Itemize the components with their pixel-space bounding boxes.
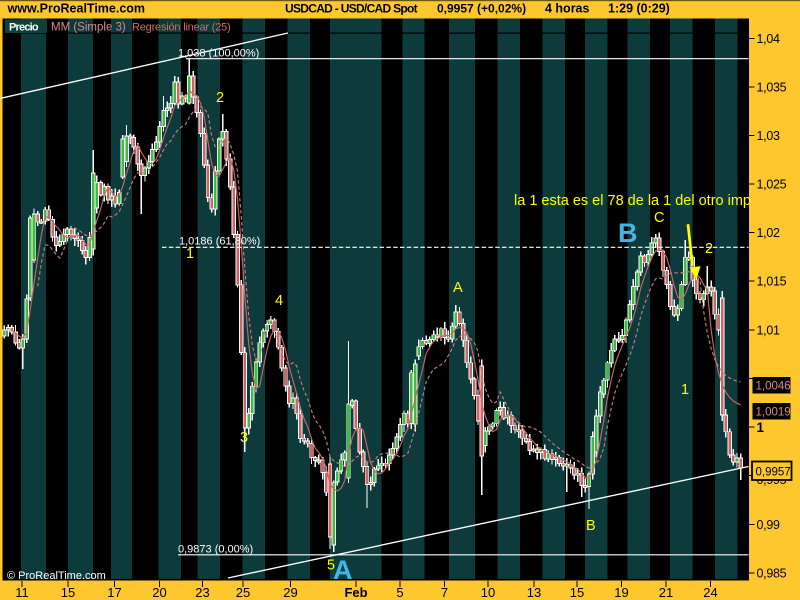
svg-text:7: 7 [441,585,448,600]
svg-text:19: 19 [614,585,628,600]
svg-text:C: C [654,210,664,226]
svg-text:1,0186 (61,80%): 1,0186 (61,80%) [179,236,260,248]
svg-text:Feb: Feb [344,585,367,600]
svg-text:15: 15 [61,585,75,600]
svg-text:A: A [453,280,463,296]
svg-text:1,038 (100,00%): 1,038 (100,00%) [178,48,259,60]
svg-text:1: 1 [681,382,689,398]
svg-text:1: 1 [757,420,765,435]
svg-text:A: A [333,555,353,585]
svg-text:1,025: 1,025 [757,178,787,192]
svg-text:0,99: 0,99 [757,518,780,532]
svg-text:17: 17 [107,585,121,600]
svg-text:1,0046: 1,0046 [756,381,791,393]
svg-text:Regresión linear (25): Regresión linear (25) [132,22,231,34]
svg-text:0,9957: 0,9957 [756,467,791,479]
svg-text:13: 13 [527,585,541,600]
svg-text:21: 21 [659,585,673,600]
svg-text:20: 20 [152,585,166,600]
svg-text:1,02: 1,02 [757,226,780,240]
svg-text:0,985: 0,985 [757,567,787,581]
svg-text:B: B [618,218,638,248]
svg-text:3: 3 [240,430,248,446]
svg-text:© ProRealTime.com: © ProRealTime.com [7,570,106,582]
svg-text:1: 1 [186,246,194,262]
svg-text:5: 5 [396,585,403,600]
svg-text:MM (Simple 3): MM (Simple 3) [51,22,126,34]
svg-text:1,015: 1,015 [757,275,787,289]
svg-text:15: 15 [570,585,584,600]
svg-text:4: 4 [275,293,283,309]
svg-text:29: 29 [283,585,297,600]
svg-text:0,9957 (+0,02%): 0,9957 (+0,02%) [437,2,526,16]
svg-text:1,035: 1,035 [757,81,787,95]
svg-text:23: 23 [195,585,209,600]
svg-text:2: 2 [216,90,224,106]
svg-text:1,0019: 1,0019 [756,407,791,419]
svg-text:B: B [586,518,596,534]
svg-text:1:29 (0:29): 1:29 (0:29) [608,2,670,16]
svg-text:1,01: 1,01 [757,324,780,338]
svg-text:1,04: 1,04 [757,32,780,46]
svg-text:2: 2 [705,241,713,257]
svg-text:1,03: 1,03 [757,129,780,143]
svg-text:11: 11 [15,585,29,600]
svg-text:la 1 esta es el 78 de la 1 del: la 1 esta es el 78 de la 1 del otro imp [514,193,751,209]
svg-text:24: 24 [703,585,717,600]
svg-text:Precio: Precio [9,22,39,34]
svg-text:0,9873 (0,00%): 0,9873 (0,00%) [178,544,253,556]
svg-text:USDCAD - USD/CAD Spot: USDCAD - USD/CAD Spot [285,2,418,16]
svg-text:5: 5 [327,558,335,574]
svg-text:10: 10 [481,585,495,600]
svg-text:www.ProRealTime.com: www.ProRealTime.com [7,2,146,16]
svg-text:4 horas: 4 horas [545,2,590,16]
svg-text:25: 25 [236,585,250,600]
